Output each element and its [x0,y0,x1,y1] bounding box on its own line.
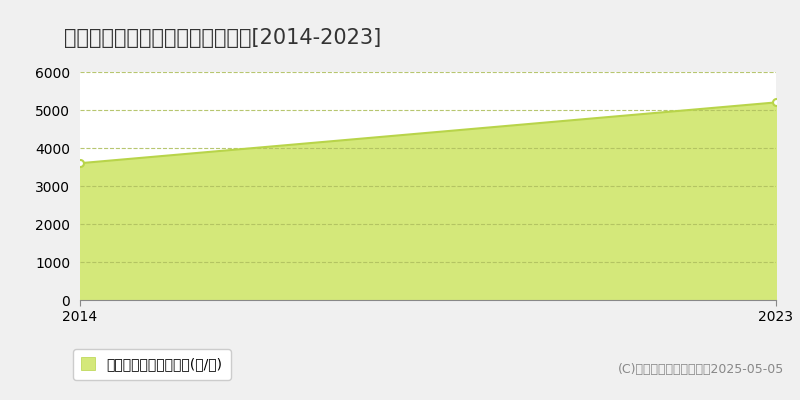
Text: (C)土地価格ドットコム　2025-05-05: (C)土地価格ドットコム 2025-05-05 [618,363,784,376]
Legend: 農地価格　平均嵪単価(円/嵪): 農地価格 平均嵪単価(円/嵪) [73,349,230,380]
Text: 郡上市白鳥町長溧　農地価格推移[2014-2023]: 郡上市白鳥町長溧 農地価格推移[2014-2023] [64,28,382,48]
